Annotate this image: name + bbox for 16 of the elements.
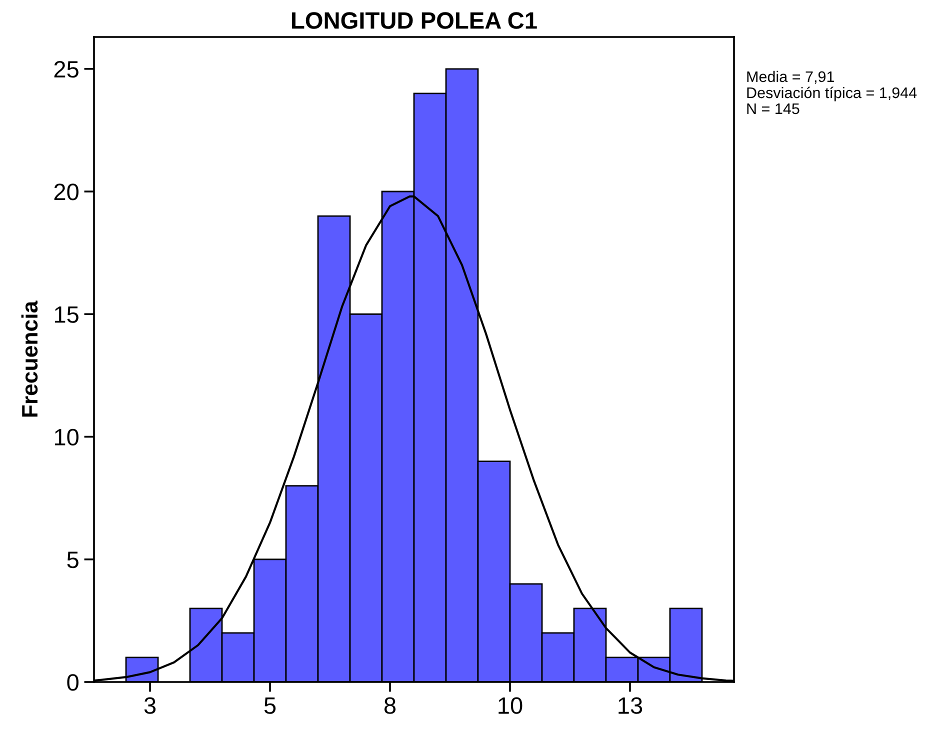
y-tick-label: 20 (54, 184, 78, 200)
x-tick-label: 8 (384, 697, 396, 714)
y-axis-title: Frecuencia (21, 300, 38, 417)
text: Desviación típica = 1,944 (747, 86, 917, 102)
text: N = 145 (747, 103, 800, 114)
x-tick-label: 10 (498, 697, 522, 714)
y-tick-label: 0 (67, 674, 78, 691)
y-tick-label: 10 (54, 428, 78, 446)
chart-title: LONGITUD POLEA C1 (292, 12, 537, 29)
x-tick-label: 13 (618, 697, 642, 714)
x-tick-label: 3 (144, 697, 156, 714)
y-tick-label: 15 (54, 306, 78, 323)
text: Media = 7,91 (747, 70, 834, 84)
x-tick-label: 5 (264, 697, 276, 714)
y-tick-label: 5 (67, 552, 78, 568)
y-tick-label: 25 (54, 60, 78, 78)
